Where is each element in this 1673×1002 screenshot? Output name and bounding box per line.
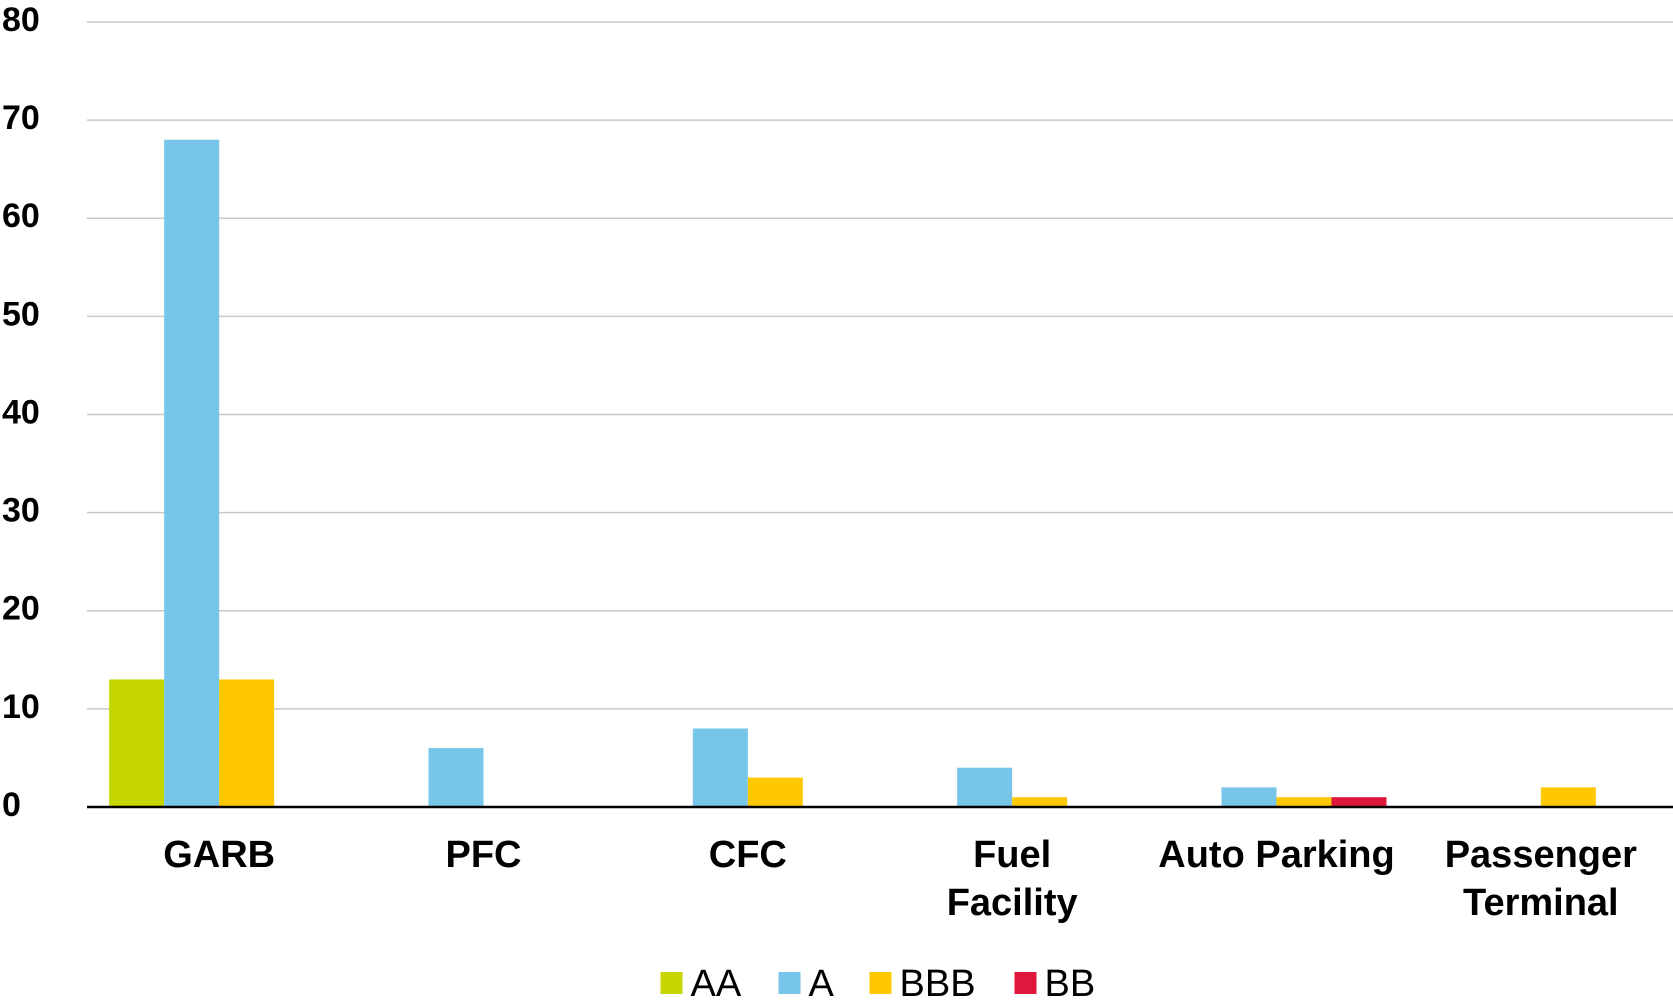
legend-swatch [660,972,683,994]
x-tick-label: Auto Parking [1158,834,1394,876]
bar [747,777,803,807]
legend-label: BB [1045,963,1096,1002]
y-tick-label: 50 [2,295,40,333]
y-tick-label: 80 [2,1,40,39]
bar [428,748,484,807]
bar [1540,787,1596,807]
y-tick-label: 20 [2,590,40,628]
legend-label: AA [691,963,742,1002]
bar [1276,797,1332,807]
bar [109,679,165,807]
y-tick-label: 70 [2,99,40,137]
y-tick-label: 60 [2,197,40,235]
x-tick-label: PFC [446,834,522,876]
x-tick-label: Passenger Terminal [1445,834,1637,924]
legend-label: A [809,963,835,1002]
x-tick-label: Fuel Facility [947,834,1078,924]
y-tick-label: 0 [2,786,21,824]
legend-swatch [869,972,892,994]
legend-swatch [778,972,801,994]
bar [1331,797,1387,807]
bar [1012,797,1068,807]
bar [957,767,1013,807]
x-tick-label: GARB [163,834,275,876]
x-tick-label: CFC [709,834,787,876]
bar [164,139,220,807]
bar [692,728,748,807]
bar [1221,787,1277,807]
y-tick-label: 10 [2,688,40,726]
bar [219,679,275,807]
legend-label: BBB [900,963,976,1002]
y-tick-label: 40 [2,393,40,431]
legend-swatch [1014,972,1037,994]
y-tick-label: 30 [2,492,40,530]
